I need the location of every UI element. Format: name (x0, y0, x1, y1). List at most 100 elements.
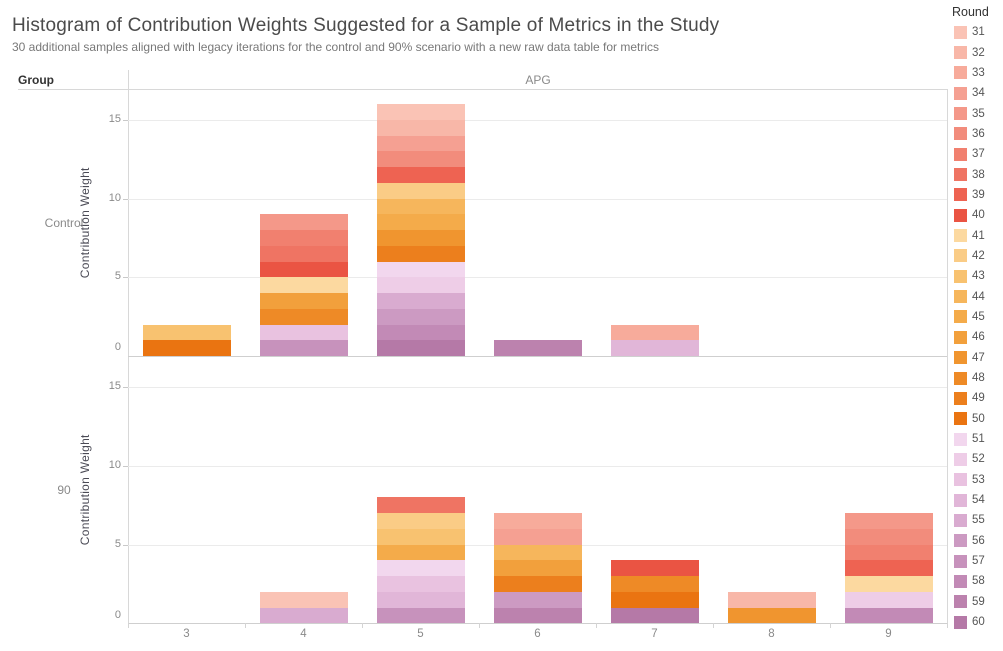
bar-segment-round-59[interactable] (493, 607, 582, 624)
bar-segment-round-50[interactable] (610, 591, 699, 608)
legend-item-round-59[interactable]: 59 (950, 592, 1003, 612)
bar-segment-round-53[interactable] (376, 576, 465, 592)
chart-title: Histogram of Contribution Weights Sugges… (12, 15, 720, 36)
legend-item-round-35[interactable]: 35 (950, 103, 1003, 123)
bar-segment-round-45[interactable] (376, 214, 465, 231)
bar-segment-round-39[interactable] (844, 560, 933, 577)
bar-segment-round-35[interactable] (259, 214, 348, 231)
legend-item-round-37[interactable]: 37 (950, 144, 1003, 164)
bar-segment-round-37[interactable] (844, 544, 933, 561)
bar-segment-round-60[interactable] (610, 607, 699, 624)
bar-segment-round-60[interactable] (376, 340, 465, 357)
bar-segment-round-57[interactable] (376, 607, 465, 624)
bar-segment-round-43[interactable] (376, 528, 465, 545)
legend-item-round-46[interactable]: 46 (950, 327, 1003, 347)
bar-segment-round-33[interactable] (610, 324, 699, 341)
bar-segment-round-40[interactable] (610, 560, 699, 577)
bar-segment-round-57[interactable] (259, 340, 348, 357)
bar-segment-round-31[interactable] (259, 591, 348, 608)
legend-item-round-58[interactable]: 58 (950, 571, 1003, 591)
legend-item-round-52[interactable]: 52 (950, 449, 1003, 469)
bar-segment-round-47[interactable] (376, 230, 465, 246)
legend-item-round-50[interactable]: 50 (950, 409, 1003, 429)
bar-segment-round-58[interactable] (376, 324, 465, 341)
bar-segment-round-31[interactable] (376, 103, 465, 120)
bar-segment-round-53[interactable] (259, 324, 348, 341)
legend-swatch (954, 168, 967, 182)
bar-segment-round-43[interactable] (142, 324, 231, 341)
bar-segment-round-36[interactable] (376, 151, 465, 168)
bar-segment-round-38[interactable] (376, 497, 465, 514)
bar-segment-round-37[interactable] (259, 230, 348, 246)
bar-segment-round-51[interactable] (376, 261, 465, 278)
legend-item-round-42[interactable]: 42 (950, 246, 1003, 266)
bar-segment-round-33[interactable] (493, 513, 582, 529)
bar-segment-round-32[interactable] (376, 119, 465, 136)
bar-segment-round-54[interactable] (610, 340, 699, 357)
legend-item-round-49[interactable]: 49 (950, 388, 1003, 408)
bar-segment-round-55[interactable] (376, 293, 465, 309)
bar-segment-round-52[interactable] (844, 591, 933, 608)
bar-segment-round-56[interactable] (493, 591, 582, 608)
bar-segment-round-49[interactable] (493, 576, 582, 592)
legend-item-round-55[interactable]: 55 (950, 510, 1003, 530)
legend-item-round-53[interactable]: 53 (950, 470, 1003, 490)
legend-item-round-47[interactable]: 47 (950, 348, 1003, 368)
legend-item-round-56[interactable]: 56 (950, 531, 1003, 551)
legend-item-round-31[interactable]: 31 (950, 22, 1003, 42)
bar-segment-round-42[interactable] (376, 182, 465, 199)
legend-item-round-54[interactable]: 54 (950, 490, 1003, 510)
bar-segment-round-59[interactable] (493, 340, 582, 357)
legend-swatch (954, 46, 967, 60)
legend-item-round-32[interactable]: 32 (950, 42, 1003, 62)
legend-items: 31 32 33 34 35 36 37 38 39 40 41 42 43 44 45 46 47 48 49 50… (950, 22, 1003, 632)
bar-segment-round-45[interactable] (376, 544, 465, 561)
bar-segment-round-35[interactable] (844, 513, 933, 529)
bar-segment-round-46[interactable] (259, 293, 348, 309)
legend-item-round-51[interactable]: 51 (950, 429, 1003, 449)
bar-segment-round-55[interactable] (259, 607, 348, 624)
legend-item-round-34[interactable]: 34 (950, 83, 1003, 103)
bar-segment-round-51[interactable] (376, 560, 465, 577)
bar-segment-round-47[interactable] (727, 607, 816, 624)
bar-segment-round-38[interactable] (259, 245, 348, 262)
legend-item-round-36[interactable]: 36 (950, 124, 1003, 144)
y-tick-mark (123, 387, 128, 389)
legend-item-round-38[interactable]: 38 (950, 164, 1003, 184)
bar-segment-round-50[interactable] (142, 340, 231, 357)
x-tick-label: 3 (183, 628, 190, 640)
bar-segment-round-44[interactable] (376, 198, 465, 215)
legend-item-round-41[interactable]: 41 (950, 225, 1003, 245)
legend-item-round-43[interactable]: 43 (950, 266, 1003, 286)
bar-segment-round-34[interactable] (493, 528, 582, 545)
bar-segment-round-44[interactable] (493, 544, 582, 561)
x-tick-mark (362, 623, 363, 628)
bar-segment-round-41[interactable] (844, 576, 933, 592)
legend-item-round-40[interactable]: 40 (950, 205, 1003, 225)
legend-item-round-48[interactable]: 48 (950, 368, 1003, 388)
bar-segment-round-41[interactable] (259, 277, 348, 294)
bar-segment-round-46[interactable] (493, 560, 582, 577)
bar-segment-round-32[interactable] (727, 591, 816, 608)
legend-item-round-44[interactable]: 44 (950, 286, 1003, 306)
gridline (128, 465, 947, 467)
legend-item-round-57[interactable]: 57 (950, 551, 1003, 571)
bar-segment-round-39[interactable] (376, 167, 465, 183)
bar-segment-round-56[interactable] (376, 308, 465, 325)
bar-segment-round-48[interactable] (610, 576, 699, 592)
legend-item-round-39[interactable]: 39 (950, 185, 1003, 205)
bar-segment-round-34[interactable] (376, 135, 465, 152)
bar-segment-round-42[interactable] (376, 513, 465, 529)
bar-segment-round-58[interactable] (844, 607, 933, 624)
legend-item-round-45[interactable]: 45 (950, 307, 1003, 327)
bar-segment-round-48[interactable] (259, 308, 348, 325)
bar-segment-round-54[interactable] (376, 591, 465, 608)
legend-item-round-33[interactable]: 33 (950, 63, 1003, 83)
legend-item-round-60[interactable]: 60 (950, 612, 1003, 632)
bar-segment-round-52[interactable] (376, 277, 465, 294)
legend-item-label: 31 (972, 26, 985, 39)
bar-segment-round-40[interactable] (259, 261, 348, 278)
bar-segment-round-36[interactable] (844, 528, 933, 545)
bar-segment-round-49[interactable] (376, 245, 465, 262)
y-tick-label: 15 (108, 112, 121, 125)
